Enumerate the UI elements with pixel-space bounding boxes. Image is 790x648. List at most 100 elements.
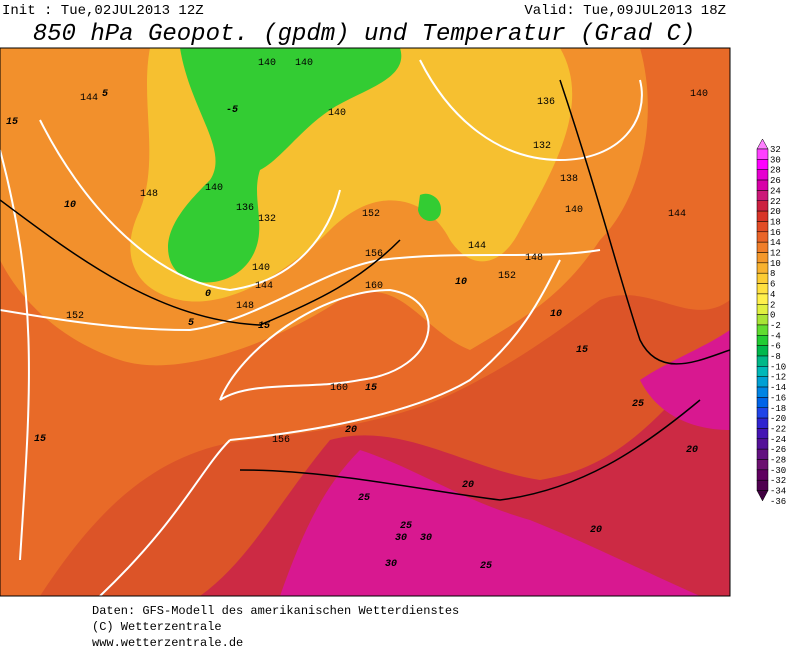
temp-label: 15 xyxy=(576,345,588,356)
contour-label: 140 xyxy=(565,205,583,216)
colorbar-box xyxy=(756,335,769,346)
colorbar-label: 0 xyxy=(770,311,775,321)
colorbar-label: -30 xyxy=(770,466,786,476)
colorbar-box xyxy=(756,231,769,243)
temp-label: 10 xyxy=(64,200,76,211)
contour-label: 136 xyxy=(537,97,555,108)
colorbar-label: 10 xyxy=(770,259,781,269)
map-area: 140 140 140 140 144 136 132 140 144 148 … xyxy=(0,48,730,596)
colorbar-label: 2 xyxy=(770,300,775,310)
init-time: Init : Tue,02JUL2013 12Z xyxy=(2,3,204,19)
contour-label: 148 xyxy=(140,189,158,200)
colorbar-label: 22 xyxy=(770,197,781,207)
colorbar-label: -2 xyxy=(770,321,781,331)
temp-label: 10 xyxy=(455,277,467,288)
colorbar-label: 18 xyxy=(770,217,781,227)
contour-label: 156 xyxy=(365,249,383,260)
colorbar-box xyxy=(756,469,769,481)
colorbar-label: -12 xyxy=(770,373,786,383)
temp-label: 25 xyxy=(358,493,370,504)
colorbar-box xyxy=(756,190,769,201)
colorbar-box xyxy=(756,252,769,264)
temperature-contours xyxy=(0,79,730,501)
colorbar-label: 14 xyxy=(770,238,781,248)
hot-zone-26 xyxy=(280,450,700,596)
contour-label: 140 xyxy=(690,89,708,100)
cold-zone-greenland xyxy=(168,48,402,283)
colorbar-box xyxy=(756,283,769,295)
hot-zone-east xyxy=(640,330,730,430)
temp-label: 0 xyxy=(205,289,211,300)
footer-line: www.wetterzentrale.de xyxy=(92,636,243,648)
contour-label: 152 xyxy=(66,311,84,322)
colorbar-box xyxy=(756,366,769,377)
colorbar-label: -20 xyxy=(770,414,786,424)
colorbar-box xyxy=(756,479,769,491)
map-frame xyxy=(0,47,731,597)
cold-zone-norway xyxy=(418,193,441,222)
temp-label: 25 xyxy=(480,561,492,572)
colorbar: 32302826242220181614121086420-2-4-6-8-10… xyxy=(756,138,786,507)
contour-label: 144 xyxy=(255,281,273,292)
footer-line: (C) Wetterzentrale xyxy=(92,620,222,634)
colorbar-label: -26 xyxy=(770,445,786,455)
valid-time: Valid: Tue,09JUL2013 18Z xyxy=(524,3,726,19)
colorbar-label: 12 xyxy=(770,249,781,259)
colorbar-box xyxy=(756,376,769,388)
colorbar-box xyxy=(756,179,769,191)
colorbar-box xyxy=(756,169,769,181)
temp-label: 5 xyxy=(102,89,108,100)
footer-line: Daten: GFS-Modell des amerikanischen Wet… xyxy=(92,604,459,618)
colorbar-box xyxy=(756,314,769,326)
colorbar-box xyxy=(756,272,769,284)
contour-label: 136 xyxy=(236,203,254,214)
colorbar-label: 8 xyxy=(770,269,775,279)
temp-label: 15 xyxy=(365,383,377,394)
colorbar-label: -4 xyxy=(770,331,781,341)
colorbar-label: 20 xyxy=(770,207,781,217)
colorbar-label: -22 xyxy=(770,424,786,434)
colorbar-label: 28 xyxy=(770,166,781,176)
colorbar-label: 30 xyxy=(770,155,781,165)
temp-label: 20 xyxy=(590,525,602,536)
colorbar-label: 6 xyxy=(770,280,775,290)
contour-label: 132 xyxy=(533,141,551,152)
temp-label: 15 xyxy=(258,321,270,332)
colorbar-box xyxy=(756,159,769,170)
contour-label: 144 xyxy=(468,241,486,252)
temp-label: -5 xyxy=(226,105,238,116)
temp-label: 5 xyxy=(188,318,194,329)
colorbar-label: 32 xyxy=(770,145,781,155)
colorbar-label: 16 xyxy=(770,228,781,238)
colorbar-label: -34 xyxy=(770,487,786,497)
colorbar-label: -36 xyxy=(770,497,786,507)
contour-label: 140 xyxy=(205,183,223,194)
colorbar-label: -24 xyxy=(770,435,786,445)
contour-label: 160 xyxy=(330,383,348,394)
colorbar-box xyxy=(756,448,769,460)
contour-label: 156 xyxy=(272,435,290,446)
colorbar-label: -28 xyxy=(770,456,786,466)
colorbar-box xyxy=(756,241,769,253)
temp-label: 30 xyxy=(420,533,432,544)
contour-label: 160 xyxy=(365,281,383,292)
temp-label: 15 xyxy=(34,434,46,445)
contour-label: 140 xyxy=(258,58,276,69)
temp-label: 20 xyxy=(462,480,474,491)
contour-label: 140 xyxy=(252,263,270,274)
colorbar-box xyxy=(756,459,769,471)
colorbar-box xyxy=(756,386,769,398)
colorbar-label: -18 xyxy=(770,404,786,414)
temp-label: 30 xyxy=(385,559,397,570)
colorbar-label: -16 xyxy=(770,393,786,403)
temp-label: 10 xyxy=(550,309,562,320)
colorbar-box xyxy=(756,210,769,222)
colorbar-box xyxy=(756,262,769,274)
temp-label: 30 xyxy=(395,533,407,544)
colorbar-label: -10 xyxy=(770,362,786,372)
colorbar-arrow xyxy=(756,138,769,150)
colorbar-arrow xyxy=(756,490,769,502)
colorbar-box xyxy=(756,324,769,336)
